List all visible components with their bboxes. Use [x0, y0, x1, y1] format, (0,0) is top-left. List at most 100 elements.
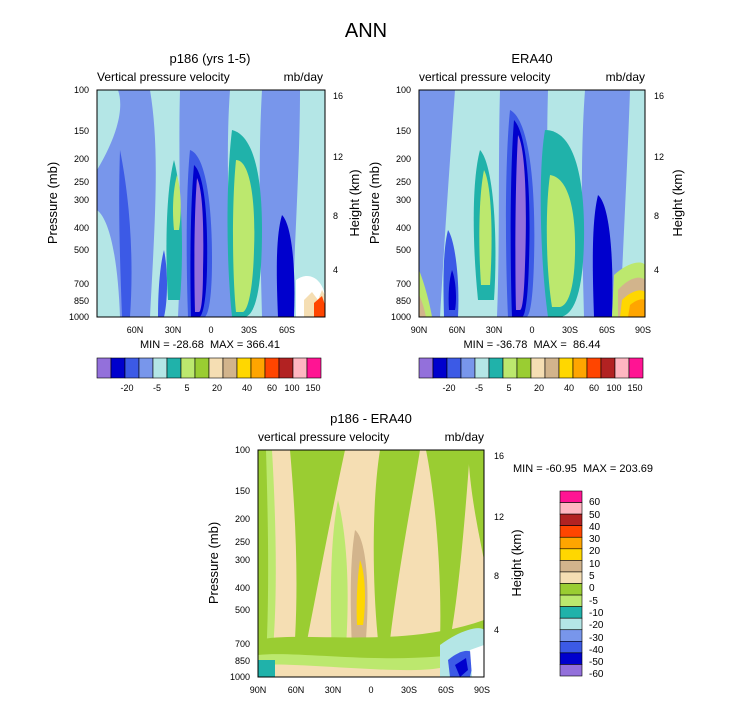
panel-model-y-axis: 100 150 200 250 300 400 500 700 850 1000: [69, 85, 89, 322]
y2-tick-label: 12: [654, 152, 664, 162]
colorbar-swatch: [292, 357, 308, 379]
contour-band: [546, 175, 576, 307]
colorbar-swatch: [559, 571, 583, 584]
contour-band: [119, 150, 132, 317]
y2-tick-label: 16: [494, 451, 504, 461]
colorbar-label: 20: [212, 383, 222, 393]
contour-band: [258, 450, 269, 677]
colorbar-swatch: [432, 357, 448, 379]
y-tick-label: 300: [396, 195, 411, 205]
colorbar-swatch: [236, 357, 252, 379]
contour-band: [158, 250, 167, 317]
y-tick-label: 700: [396, 279, 411, 289]
panel-obs-y2-axis: 16 12 8 4: [654, 91, 664, 275]
plot-frame: [257, 449, 485, 678]
panel-diff-y2-axis: 16 12 8 4: [494, 451, 504, 635]
panel-diff-plot: [257, 449, 485, 678]
colorbar-label: 60: [589, 383, 599, 393]
panel-diff-x-axis: 90N 60N 30N 0 30S 60S 90S: [250, 685, 490, 695]
contour-band: [628, 299, 645, 317]
x-tick-label: 90S: [474, 685, 490, 695]
y2-axis-title: Height (km): [347, 169, 362, 236]
colorbar-swatch: [222, 357, 238, 379]
colorbar-swatch: [96, 357, 112, 379]
contour-band: [290, 450, 345, 677]
colorbar-swatch: [559, 583, 583, 596]
colorbar-swatch: [559, 617, 583, 631]
contour-band: [173, 175, 181, 230]
colorbar-label: -20: [442, 383, 455, 393]
colorbar-swatch: [152, 357, 168, 379]
y-axis-title: Pressure (mb): [45, 162, 60, 244]
colorbar-swatch: [166, 357, 182, 379]
panel-model-title: p186 (yrs 1-5): [170, 51, 251, 66]
colorbar-swatches: [96, 357, 322, 379]
colorbar-label: -20: [589, 620, 604, 631]
colorbar-label: -5: [153, 383, 161, 393]
y-tick-label: 400: [235, 583, 250, 593]
contour-band: [592, 195, 613, 317]
x-tick-label: 60S: [599, 325, 615, 335]
contour-band: [194, 178, 204, 312]
panel-model-min-max: MIN = -28.68 MAX = 366.41: [140, 339, 280, 351]
colorbar-swatch: [559, 490, 583, 503]
y-tick-label: 300: [235, 555, 250, 565]
y-tick-label: 500: [74, 245, 89, 255]
colorbar-swatch: [559, 502, 583, 515]
y-tick-label: 500: [235, 605, 250, 615]
colorbar-label: 30: [589, 534, 601, 545]
colorbar-label: -20: [120, 383, 133, 393]
y-tick-label: 150: [235, 486, 250, 496]
colorbar-swatch: [278, 357, 294, 379]
panel-diff: p186 - ERA40 vertical pressure velocity …: [206, 411, 653, 695]
colorbar-label: 5: [184, 383, 189, 393]
colorbar-label: -60: [589, 669, 604, 680]
colorbar-swatch: [194, 357, 210, 379]
plot-frame: [418, 89, 646, 318]
panel-obs-title: ERA40: [511, 51, 552, 66]
colorbar-label: 150: [305, 383, 320, 393]
colorbar-label: 150: [627, 383, 642, 393]
contour-band: [330, 500, 348, 660]
colorbar-swatch: [559, 664, 583, 677]
panel-obs-colorbar: -20 -5 5 20 40 60 100 150: [418, 357, 644, 393]
colorbar-swatch: [488, 357, 504, 379]
y-tick-label: 850: [396, 296, 411, 306]
x-tick-label: 90N: [411, 325, 428, 335]
colorbar-swatch: [208, 357, 224, 379]
contour-band: [468, 450, 484, 560]
contour-band: [419, 90, 455, 317]
panel-obs: ERA40 vertical pressure velocity mb/day: [367, 51, 685, 393]
colorbar-swatches: [418, 357, 644, 379]
colorbar-label: 0: [589, 583, 595, 594]
panel-diff-colorbar: 60 50 40 30 20 10 5 0 -5 -10 -20 -30 -40…: [559, 490, 604, 680]
x-tick-label: 60S: [279, 325, 295, 335]
x-tick-label: 90S: [635, 325, 651, 335]
y-tick-label: 850: [74, 296, 89, 306]
y-tick-label: 1000: [230, 672, 250, 682]
y2-tick-label: 8: [333, 211, 338, 221]
colorbar-label: 60: [589, 497, 601, 508]
colorbar-swatch: [544, 357, 560, 379]
colorbar-swatch: [516, 357, 532, 379]
x-tick-label: 30S: [241, 325, 257, 335]
colorbar-swatch: [600, 357, 616, 379]
y2-axis-title: Height (km): [509, 529, 524, 596]
x-tick-label: 60S: [438, 685, 454, 695]
panel-model: p186 (yrs 1-5) Vertical pressure velocit…: [45, 51, 362, 393]
colorbar-swatch: [559, 606, 583, 619]
y-tick-label: 250: [396, 177, 411, 187]
y-tick-label: 300: [74, 195, 89, 205]
contour-band: [455, 658, 468, 677]
y2-tick-label: 8: [654, 211, 659, 221]
panel-obs-min-max: MIN = -36.78 MAX = 86.44: [464, 339, 601, 351]
colorbar-swatch: [586, 357, 602, 379]
colorbar-label: 10: [589, 559, 601, 570]
x-tick-label: 60N: [127, 325, 144, 335]
colorbar-label: 5: [589, 571, 595, 582]
y-tick-label: 100: [396, 85, 411, 95]
x-tick-label: 0: [529, 325, 534, 335]
y-tick-label: 150: [74, 126, 89, 136]
colorbar-swatch: [559, 525, 583, 538]
